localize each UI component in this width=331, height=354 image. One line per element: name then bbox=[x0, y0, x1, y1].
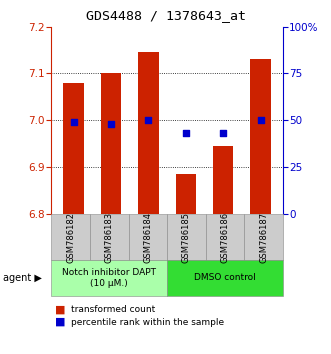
Text: Notch inhibitor DAPT
(10 μM.): Notch inhibitor DAPT (10 μM.) bbox=[62, 268, 156, 287]
Point bbox=[258, 118, 263, 123]
Bar bbox=[138, 52, 159, 214]
Text: GDS4488 / 1378643_at: GDS4488 / 1378643_at bbox=[85, 9, 246, 22]
Point bbox=[220, 131, 226, 136]
Text: GSM786186: GSM786186 bbox=[220, 212, 230, 263]
Bar bbox=[213, 146, 233, 214]
Text: GSM786184: GSM786184 bbox=[143, 212, 152, 263]
Text: GSM786187: GSM786187 bbox=[259, 212, 268, 263]
Text: agent ▶: agent ▶ bbox=[3, 273, 42, 283]
Point bbox=[146, 118, 151, 123]
Text: ■: ■ bbox=[55, 305, 65, 315]
Bar bbox=[250, 59, 271, 214]
Bar bbox=[175, 174, 196, 214]
Point bbox=[183, 131, 188, 136]
Point bbox=[71, 119, 76, 125]
Point bbox=[109, 121, 114, 127]
Text: DMSO control: DMSO control bbox=[194, 273, 256, 282]
Text: GSM786183: GSM786183 bbox=[105, 212, 114, 263]
Text: transformed count: transformed count bbox=[71, 305, 156, 314]
Text: ■: ■ bbox=[55, 317, 65, 327]
Bar bbox=[101, 74, 121, 214]
Bar bbox=[64, 83, 84, 214]
Text: GSM786182: GSM786182 bbox=[66, 212, 75, 263]
Text: percentile rank within the sample: percentile rank within the sample bbox=[71, 318, 224, 327]
Text: GSM786185: GSM786185 bbox=[182, 212, 191, 263]
